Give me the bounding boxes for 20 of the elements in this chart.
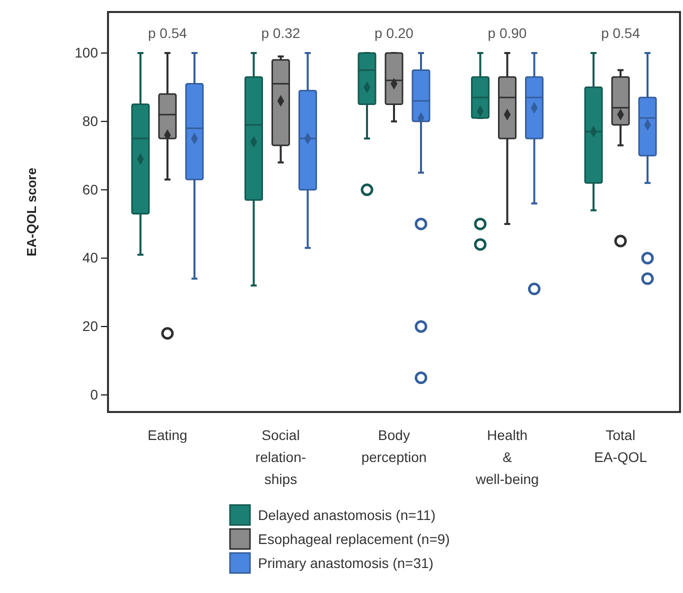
annotation: p 0.54 <box>148 25 188 41</box>
annotation: p 0.54 <box>601 25 640 41</box>
y-tick-label: 0 <box>90 386 98 402</box>
y-tick-label: 80 <box>82 112 98 129</box>
x-tick-label: Body perception <box>361 427 427 465</box>
x-tick-label: Eating <box>148 427 188 443</box>
x-tick-label: Health & well-being <box>474 427 539 487</box>
x-tick-label: Social relation- ships <box>255 427 306 487</box>
legend-label: Delayed anastomosis (n=11) <box>258 507 436 523</box>
y-tick-label: 20 <box>82 318 98 334</box>
y-axis-title: EA-QOL score <box>24 168 39 256</box>
legend-label: Primary anastomosis (n=31) <box>258 555 434 571</box>
x-tick-label: Total EA-QOL <box>594 427 648 465</box>
y-tick-label: 100 <box>74 44 98 61</box>
annotation: p 0.20 <box>374 25 414 41</box>
legend-label: Esophageal replacement (n=9) <box>258 531 450 547</box>
annotation: p 0.32 <box>261 25 300 41</box>
y-tick-label: 60 <box>82 181 98 198</box>
annotation: p 0.90 <box>488 25 527 41</box>
y-tick-label: 40 <box>82 250 98 266</box>
